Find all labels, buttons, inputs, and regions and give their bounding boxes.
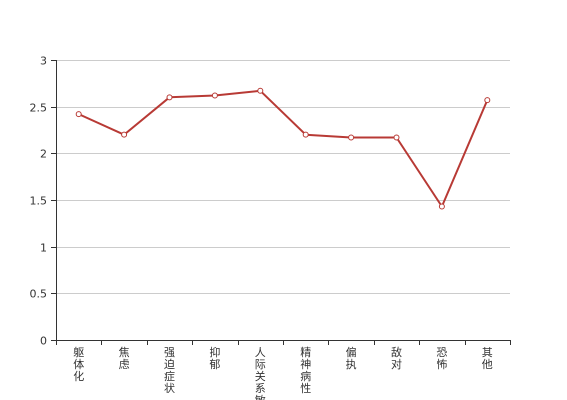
x-tick-label: 偏执 xyxy=(346,345,357,371)
series-line xyxy=(75,87,491,210)
data-point xyxy=(211,92,218,99)
data-point xyxy=(348,134,355,141)
y-tick-label: 2 xyxy=(40,148,47,161)
y-tick-label: 0 xyxy=(40,335,47,348)
x-tick-label: 其他 xyxy=(482,346,493,371)
y-tick-label: 3 xyxy=(40,55,47,68)
x-tick-label: 抑郁 xyxy=(209,345,220,371)
x-tick-label: 焦虑 xyxy=(119,346,130,371)
x-tick-label: 恐怖 xyxy=(436,346,447,371)
x-tick-label: 人际关系敏感 xyxy=(255,346,266,400)
y-tick-label: 1 xyxy=(40,242,47,255)
data-point xyxy=(257,87,264,94)
data-point xyxy=(393,134,400,141)
x-tick-label: 精神病性 xyxy=(300,346,311,395)
x-tick-labels: 躯体化 焦虑 强迫症状 抑郁 人际关系敏感 精神病性 偏执 敌对 恐怖 其他 xyxy=(73,345,493,400)
data-point xyxy=(121,131,128,138)
y-tick-labels: 0 0.5 1 1.5 2 2.5 3 xyxy=(30,55,48,348)
x-tick-label: 敌对 xyxy=(391,345,402,371)
grid-lines xyxy=(56,60,510,294)
series-line-path xyxy=(78,89,489,208)
axes xyxy=(51,60,511,345)
x-tick-label: 躯体化 xyxy=(73,346,84,383)
y-tick-label: 2.5 xyxy=(30,102,48,115)
data-point xyxy=(75,111,82,118)
data-point xyxy=(484,97,491,104)
data-point xyxy=(302,131,309,138)
y-tick-label: 0.5 xyxy=(30,288,48,301)
data-point xyxy=(166,94,173,101)
data-point xyxy=(438,203,445,210)
x-tick-label: 强迫症状 xyxy=(164,346,175,395)
y-tick-label: 1.5 xyxy=(30,195,48,208)
